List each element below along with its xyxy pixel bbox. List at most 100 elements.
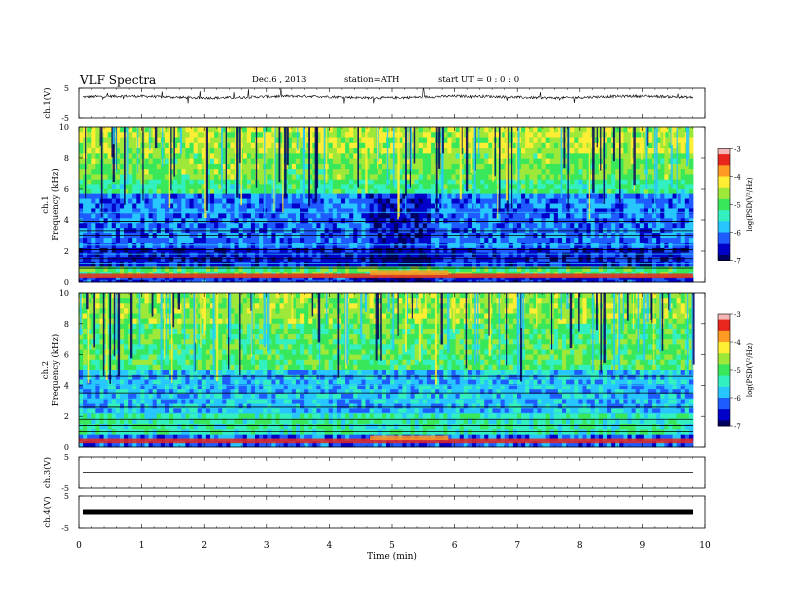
psd-cell	[512, 193, 518, 199]
psd-cell	[557, 261, 563, 267]
y-axis-label: ch.1(V)	[42, 87, 53, 118]
psd-cell	[451, 169, 456, 175]
psd-cell	[267, 132, 272, 138]
psd-cell	[537, 163, 542, 170]
psd-cell	[672, 148, 678, 154]
psd-cell	[496, 218, 502, 224]
psd-cell	[459, 158, 465, 165]
psd-cell	[467, 132, 473, 138]
psd-cell	[160, 261, 166, 267]
psd-cell	[140, 252, 145, 258]
psd-cell	[340, 189, 346, 195]
psd-cell	[136, 261, 141, 267]
psd-cell	[99, 218, 104, 224]
psd-cell	[144, 213, 149, 219]
psd-cell	[259, 277, 264, 281]
psd-cell	[312, 213, 317, 219]
psd-cell	[562, 218, 567, 224]
psd-cell	[316, 163, 321, 170]
psd-cell	[226, 132, 231, 138]
psd-cell	[132, 247, 137, 253]
psd-cell	[336, 169, 342, 175]
psd-cell	[406, 252, 411, 258]
psd-cell	[541, 223, 547, 229]
psd-cell	[328, 158, 334, 165]
psd-cell	[557, 238, 563, 244]
psd-cell	[414, 257, 420, 263]
psd-cell	[234, 257, 240, 263]
psd-cell	[377, 153, 383, 160]
psd-cell	[598, 252, 604, 258]
psd-cell	[283, 252, 289, 258]
psd-cell	[246, 208, 252, 214]
psd-cell	[267, 279, 272, 283]
psd-cell	[451, 213, 456, 219]
psd-cell	[275, 279, 280, 283]
psd-cell	[189, 266, 195, 273]
psd-cell	[173, 142, 178, 149]
psd-cell	[545, 189, 551, 195]
psd-cell	[647, 158, 653, 165]
psd-cell	[353, 208, 358, 214]
psd-cell	[512, 277, 518, 281]
psd-cell	[267, 184, 272, 190]
psd-cell	[623, 184, 628, 190]
psd-cell	[607, 223, 612, 229]
psd-cell	[414, 169, 420, 175]
psd-cell	[488, 203, 493, 209]
psd-cell	[300, 208, 305, 214]
psd-cell	[467, 158, 473, 165]
psd-cell	[275, 277, 280, 281]
psd-cell	[340, 158, 346, 165]
psd-cell	[402, 238, 407, 244]
psd-cell	[271, 242, 276, 249]
psd-cell	[570, 169, 575, 175]
psd-cell	[259, 279, 264, 283]
psd-cell	[361, 257, 366, 263]
psd-cell	[488, 277, 493, 281]
psd-cell	[177, 277, 182, 281]
psd-cell	[173, 158, 178, 165]
psd-cell	[664, 148, 669, 154]
psd-cell	[320, 213, 325, 219]
psd-cell	[91, 174, 96, 181]
psd-cell	[398, 238, 403, 244]
psd-cell	[488, 257, 493, 263]
psd-cell	[124, 184, 129, 190]
psd-cell	[500, 266, 506, 273]
burst-streak	[413, 127, 416, 164]
psd-cell	[480, 142, 485, 149]
psd-cell	[332, 137, 338, 144]
psd-cell	[496, 198, 502, 204]
psd-cell	[349, 252, 354, 258]
psd-cell	[574, 163, 579, 170]
psd-cell	[521, 148, 526, 154]
psd-cell	[431, 203, 436, 209]
psd-cell	[124, 163, 129, 170]
psd-cell	[541, 238, 547, 244]
psd-cell	[312, 279, 317, 283]
psd-cell	[521, 163, 526, 170]
psd-cell	[214, 193, 219, 199]
psd-cell	[226, 279, 231, 283]
psd-cell	[578, 174, 583, 181]
psd-cell	[557, 158, 563, 165]
psd-cell	[164, 158, 170, 165]
psd-cell	[291, 148, 297, 154]
psd-cell	[308, 163, 313, 170]
psd-cell	[615, 174, 620, 181]
psd-cell	[484, 169, 489, 175]
psd-cell	[164, 132, 170, 138]
psd-cell	[455, 127, 461, 133]
psd-cell	[406, 279, 411, 283]
psd-cell	[656, 174, 661, 181]
psd-cell	[336, 242, 342, 249]
psd-cell	[345, 266, 350, 273]
psd-cell	[218, 142, 223, 149]
psd-cell	[197, 257, 203, 263]
psd-cell	[623, 218, 628, 224]
psd-cell	[553, 169, 559, 175]
psd-cell	[455, 279, 461, 283]
psd-cell	[320, 257, 325, 263]
psd-cell	[443, 277, 448, 281]
